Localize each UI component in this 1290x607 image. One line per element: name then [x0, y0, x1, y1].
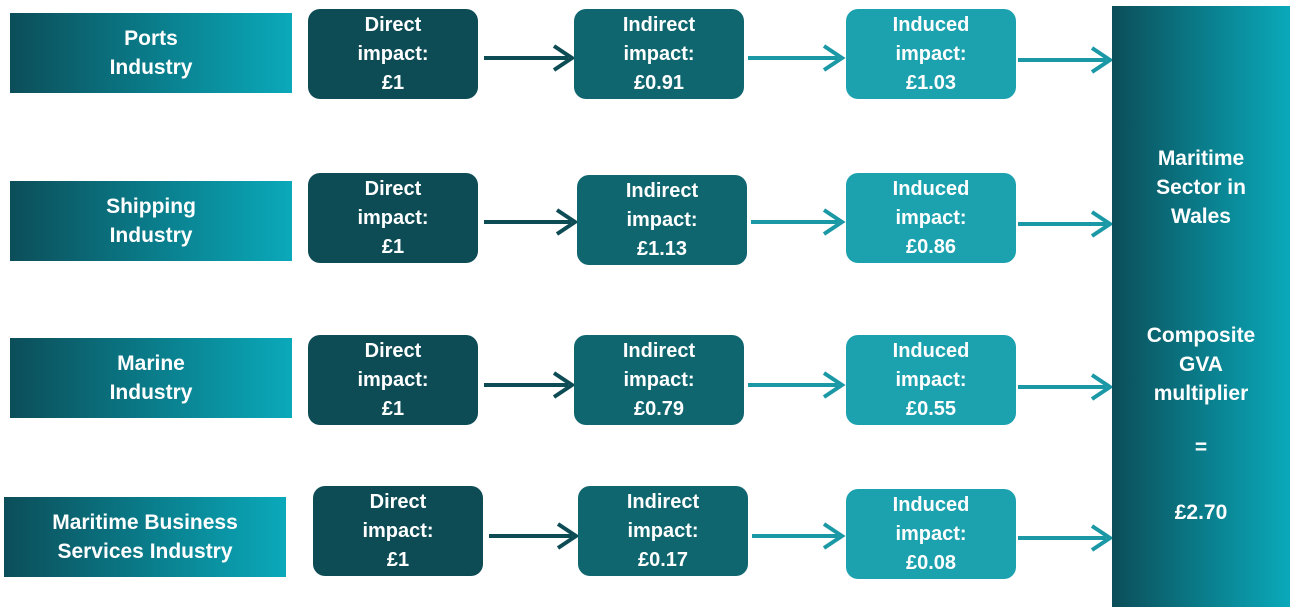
box-text: Induced — [892, 177, 970, 200]
box-text: Marine — [117, 352, 185, 375]
induced-box: Induced impact: £0.86 — [846, 173, 1016, 263]
box-text: Direct — [364, 177, 422, 200]
box-text: Industry — [109, 224, 193, 247]
arrow-head — [1090, 373, 1114, 401]
box-text: impact: — [895, 368, 967, 391]
box-text: £0.86 — [905, 235, 957, 258]
box-text: impact: — [895, 206, 967, 229]
box-text: Indirect — [622, 13, 696, 36]
summary-value: £2.70 — [1174, 501, 1228, 524]
box-text: impact: — [895, 42, 967, 65]
arrow-head — [822, 522, 846, 550]
box-text: Direct — [369, 490, 427, 513]
box-text: £1 — [381, 397, 405, 420]
box-text: Direct — [364, 13, 422, 36]
arrow-head — [822, 371, 846, 399]
arrow-head — [822, 44, 846, 72]
induced-box: Induced impact: £0.55 — [846, 335, 1016, 425]
box-text: Industry — [109, 381, 193, 404]
induced-box: Induced impact: £0.08 — [846, 489, 1016, 579]
box-text: £1 — [386, 548, 410, 571]
summary-text: multiplier — [1153, 382, 1249, 405]
indirect-box: Indirect impact: £0.79 — [574, 335, 744, 425]
arrow-head — [1090, 46, 1114, 74]
box-text: Direct — [364, 339, 422, 362]
summary-text: = — [1194, 436, 1208, 459]
industry-box: Shipping Industry — [10, 181, 292, 261]
indirect-box: Indirect impact: £0.91 — [574, 9, 744, 99]
summary-box: Maritime Sector in Wales Composite GVA multip… — [1112, 6, 1290, 607]
box-text: £0.17 — [637, 548, 689, 571]
arrow-head — [552, 44, 576, 72]
box-text: Indirect — [622, 339, 696, 362]
industry-box: Maritime Business Services Industry — [4, 497, 286, 577]
summary-text: Maritime — [1157, 147, 1245, 170]
arrow-head — [556, 522, 580, 550]
direct-box: Direct impact: £1 — [308, 9, 478, 99]
box-text: Induced — [892, 339, 970, 362]
box-text: impact: — [357, 368, 429, 391]
box-text: impact: — [895, 522, 967, 545]
box-text: £0.91 — [633, 71, 685, 94]
arrow-head — [1090, 210, 1114, 238]
box-text: Shipping — [106, 195, 196, 218]
arrow-head — [552, 371, 576, 399]
summary-text: Composite — [1146, 324, 1256, 347]
box-text: Ports — [124, 27, 178, 50]
direct-box: Direct impact: £1 — [308, 173, 478, 263]
box-text: £0.79 — [633, 397, 685, 420]
industry-box: Marine Industry — [10, 338, 292, 418]
box-text: impact: — [627, 519, 699, 542]
box-text: Maritime Business — [52, 511, 238, 534]
box-text: £1.13 — [636, 237, 688, 260]
box-text: Services Industry — [57, 540, 233, 563]
box-text: £1.03 — [905, 71, 957, 94]
box-text: Indirect — [626, 490, 700, 513]
box-text: impact: — [626, 208, 698, 231]
box-text: £1 — [381, 235, 405, 258]
summary-text: GVA — [1179, 353, 1223, 376]
box-text: impact: — [362, 519, 434, 542]
arrow-head — [555, 208, 579, 236]
box-text: £0.08 — [905, 551, 957, 574]
summary-text: Sector in — [1156, 176, 1246, 199]
arrow-head — [822, 208, 846, 236]
indirect-box: Indirect impact: £0.17 — [578, 486, 748, 576]
box-text: Induced — [892, 13, 970, 36]
direct-box: Direct impact: £1 — [308, 335, 478, 425]
box-text: impact: — [357, 42, 429, 65]
box-text: £1 — [381, 71, 405, 94]
indirect-box: Indirect impact: £1.13 — [577, 175, 747, 265]
box-text: £0.55 — [905, 397, 957, 420]
industry-box: Ports Industry — [10, 13, 292, 93]
box-text: Indirect — [625, 179, 699, 202]
box-text: impact: — [623, 42, 695, 65]
box-text: impact: — [357, 206, 429, 229]
box-text: impact: — [623, 368, 695, 391]
summary-text: Wales — [1171, 205, 1231, 228]
box-text: Industry — [109, 56, 193, 79]
induced-box: Induced impact: £1.03 — [846, 9, 1016, 99]
arrow-head — [1090, 524, 1114, 552]
direct-box: Direct impact: £1 — [313, 486, 483, 576]
box-text: Induced — [892, 493, 970, 516]
